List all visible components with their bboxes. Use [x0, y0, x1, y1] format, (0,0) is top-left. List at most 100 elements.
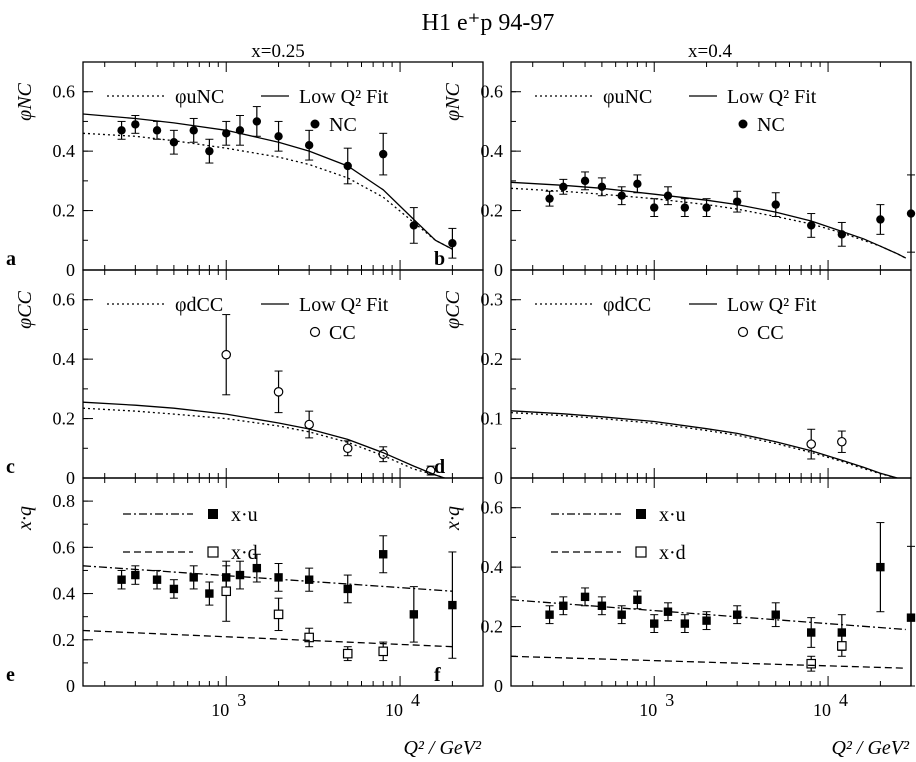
x-tick-exponent: 4: [839, 690, 848, 710]
y-tick-label: 0.3: [481, 290, 504, 310]
data-point: [806, 658, 817, 669]
legend-label: NC: [329, 114, 357, 136]
x-tick-label: 10: [385, 700, 403, 720]
x-axis-label: Q² / GeV²: [403, 737, 482, 759]
data-point: [680, 203, 690, 212]
y-tick-label: 0: [66, 260, 75, 280]
data-point: [152, 126, 162, 135]
y-axis-label-group: φCC: [14, 290, 36, 328]
data-point: [235, 570, 245, 580]
y-tick-label: 0.2: [481, 349, 504, 369]
data-point: [837, 628, 847, 637]
data-point: [702, 616, 711, 625]
curve-dashed: [83, 629, 453, 648]
panel-letter: d: [434, 456, 445, 478]
curve-solid: [511, 181, 907, 259]
y-tick-label: 0: [494, 260, 503, 280]
data-point: [189, 126, 198, 135]
data-point: [771, 200, 780, 209]
data-point: [597, 182, 607, 191]
data-point: [304, 141, 314, 150]
y-axis-label-group: x·q: [14, 506, 36, 531]
y-tick-label: 0.2: [481, 617, 504, 637]
data-point: [379, 149, 388, 159]
data-point: [342, 648, 353, 659]
data-point: [580, 592, 590, 602]
y-tick-label: 0.6: [481, 82, 504, 102]
curve-dash-dot: [83, 565, 453, 592]
legend-marker: [636, 509, 646, 519]
curve-solid: [83, 401, 445, 478]
data-point: [304, 575, 314, 584]
legend-marker: [737, 326, 749, 338]
data-point: [252, 563, 262, 573]
panel-b: 0 0.2 0.4 0.6 φNC b φuNC Low Q² Fit NC: [434, 61, 916, 280]
data-point: [273, 387, 284, 397]
legend-label: NC: [757, 114, 785, 136]
legend-marker: [208, 509, 218, 519]
x-tick-label: 10: [639, 700, 657, 720]
y-axis-label: φCC: [442, 290, 464, 328]
data-point: [252, 117, 262, 126]
data-point: [597, 601, 607, 610]
legend-marker: [635, 546, 647, 558]
figure-title: H1 e⁺p 94-97: [422, 10, 555, 36]
y-tick-label: 0.4: [53, 349, 76, 369]
panel-letter: f: [434, 664, 441, 686]
data-point: [152, 575, 162, 584]
panel-letter: e: [6, 664, 15, 686]
y-tick-label: 0.2: [53, 630, 76, 650]
x-axis-label: Q² / GeV²: [831, 737, 910, 759]
y-tick-label: 0.4: [53, 584, 76, 604]
data-point: [274, 573, 283, 582]
y-axis-label: φNC: [442, 82, 464, 120]
legend-label: x·d: [659, 542, 686, 564]
data-point: [633, 595, 642, 605]
curve-dotted: [511, 411, 898, 478]
y-axis-label-group: φNC: [442, 82, 464, 120]
panel-e: 0 0.2 0.4 0.6 0.8 10 3 10 4 x·q e x·u x·d: [6, 477, 484, 720]
y-tick-label: 0: [494, 468, 503, 488]
data-point: [221, 586, 232, 597]
panel-letter: c: [6, 456, 15, 478]
data-point: [633, 179, 642, 189]
panel-a: 0 0.2 0.4 0.6 φNC a φuNC Low Q² Fit NC: [6, 61, 484, 280]
y-axis-label-group: x·q: [442, 506, 464, 531]
data-point: [876, 215, 885, 224]
data-point: [732, 610, 742, 619]
data-point: [771, 610, 780, 619]
data-point: [448, 600, 457, 610]
curve-solid: [511, 410, 898, 478]
legend-label: x·u: [659, 504, 686, 526]
data-point: [205, 589, 214, 598]
data-point: [837, 641, 847, 651]
x-tick-exponent: 3: [237, 690, 246, 710]
panel-letter: b: [434, 248, 445, 270]
legend-marker: [738, 119, 748, 129]
y-tick-label: 0: [66, 468, 75, 488]
y-tick-label: 0: [494, 676, 503, 696]
data-point: [342, 443, 353, 454]
y-axis-label-group: φNC: [14, 82, 36, 120]
y-tick-label: 0.6: [53, 537, 76, 557]
y-axis-label: x·q: [442, 506, 464, 531]
data-point: [876, 562, 885, 572]
legend-label: φuNC: [603, 86, 652, 108]
legend-label: CC: [757, 322, 784, 344]
legend-label: CC: [329, 322, 356, 344]
data-point: [650, 203, 659, 212]
data-point: [273, 609, 284, 620]
data-point: [559, 601, 568, 610]
legend-marker: [310, 119, 320, 129]
data-point: [837, 436, 847, 447]
panel-frame: [510, 61, 912, 271]
x-tick-label: 10: [813, 700, 831, 720]
data-point: [409, 221, 419, 230]
x-tick-exponent: 3: [665, 690, 674, 710]
data-point: [906, 209, 916, 218]
legend-label: Low Q² Fit: [727, 294, 817, 316]
legend-label: x·d: [231, 542, 258, 564]
data-point: [169, 584, 179, 594]
data-point: [169, 138, 179, 147]
y-tick-label: 0.6: [53, 290, 76, 310]
